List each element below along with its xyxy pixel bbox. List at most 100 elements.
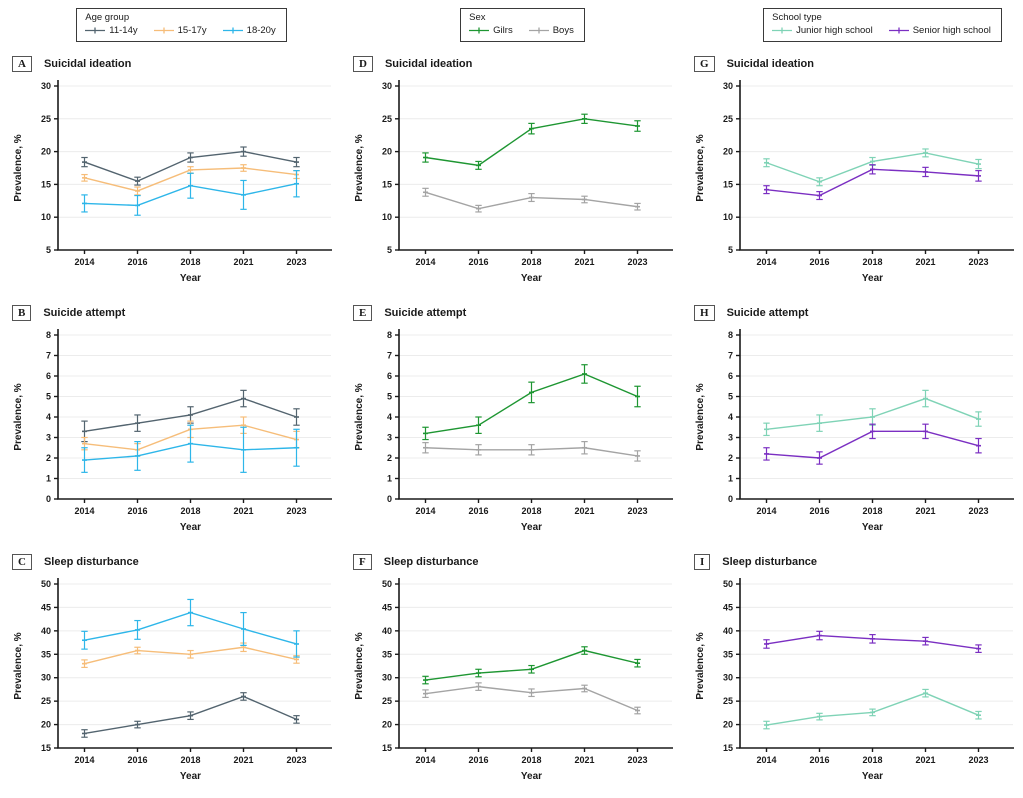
svg-text:30: 30 [723, 673, 733, 683]
x-axis-label: Year [521, 522, 542, 533]
legend-line-marker-icon [888, 27, 909, 34]
svg-text:10: 10 [723, 212, 733, 222]
svg-text:20: 20 [382, 147, 392, 157]
svg-text:2021: 2021 [574, 506, 594, 516]
legend-item-boys: Boys [528, 25, 574, 36]
svg-text:20: 20 [382, 720, 392, 730]
svg-text:35: 35 [41, 649, 51, 659]
svg-text:7: 7 [387, 351, 392, 361]
svg-text:30: 30 [382, 81, 392, 91]
panel-title: Suicidal ideation [384, 58, 473, 70]
svg-text:8: 8 [46, 330, 51, 340]
svg-text:0: 0 [387, 494, 392, 504]
svg-text:2018: 2018 [862, 755, 882, 765]
panel-E: E Suicide attempt 0 1 2 3 4 5 6 7 8 2014 2016 2018 202… [341, 299, 682, 548]
panel-H: H Suicide attempt 0 1 2 3 4 5 6 7 8 2014 2016 2018 202… [682, 299, 1023, 548]
svg-text:2021: 2021 [915, 506, 935, 516]
panel-E-chart: 0 1 2 3 4 5 6 7 8 2014 2016 2018 2021 2023 Year Prevale… [354, 329, 673, 533]
legend-item-label: Junior high school [796, 25, 873, 36]
svg-text:2023: 2023 [286, 506, 306, 516]
panel-A: A Suicidal ideation 5 10 15 20 25 30 2014 2016 201… [0, 50, 341, 299]
y-axis-label: Prevalence, % [354, 632, 365, 699]
panel-D-chart: 5 10 15 20 25 30 2014 2016 2018 2021 2023 Year Preva… [354, 80, 673, 284]
x-axis-label: Year [180, 273, 201, 284]
legend-item-label: Boys [552, 25, 574, 36]
svg-text:2021: 2021 [574, 257, 594, 267]
panel-title: Suicide attempt [384, 307, 467, 319]
legend-line-marker-icon [528, 27, 549, 34]
legend-cell-3: School type Junior high school Senior high… [682, 8, 1023, 42]
panel-G: G Suicidal ideation 5 10 15 20 25 30 2014 2016 201… [682, 50, 1023, 299]
y-axis-label: Prevalence, % [13, 632, 24, 699]
svg-text:1: 1 [46, 474, 51, 484]
svg-text:5: 5 [46, 245, 51, 255]
svg-text:20: 20 [723, 147, 733, 157]
svg-text:2: 2 [728, 453, 733, 463]
panel-B-chart: 0 1 2 3 4 5 6 7 8 2014 2016 2018 2021 2023 Year Prevale… [13, 329, 332, 533]
svg-text:2016: 2016 [468, 257, 488, 267]
panel-F: F Sleep disturbance 15 20 25 30 35 40 45 50 2014 20… [341, 548, 682, 797]
svg-text:1: 1 [387, 474, 392, 484]
panel-D: D Suicidal ideation 5 10 15 20 25 30 2014 2016 201… [341, 50, 682, 299]
legend-title: School type [772, 12, 822, 23]
svg-text:2016: 2016 [127, 506, 147, 516]
panel-label: D [353, 56, 373, 72]
svg-text:4: 4 [387, 412, 392, 422]
svg-text:6: 6 [387, 371, 392, 381]
charts-grid: A Suicidal ideation 5 10 15 20 25 30 2014 2016 201… [0, 50, 1023, 797]
legend-line-marker-icon [85, 27, 106, 34]
panel-label: F [353, 554, 372, 570]
svg-text:2023: 2023 [627, 755, 647, 765]
panel-title: Suicidal ideation [726, 58, 814, 70]
svg-text:2023: 2023 [968, 755, 988, 765]
svg-text:2018: 2018 [862, 506, 882, 516]
y-axis-label: Prevalence, % [354, 134, 365, 201]
svg-text:2021: 2021 [233, 506, 253, 516]
panel-label: B [12, 305, 32, 321]
svg-text:20: 20 [41, 720, 51, 730]
svg-text:40: 40 [41, 626, 51, 636]
svg-text:2014: 2014 [74, 257, 94, 267]
legend-items: 11-14y 15-17y 18-20y [85, 25, 276, 36]
svg-text:2: 2 [387, 453, 392, 463]
svg-text:4: 4 [46, 412, 51, 422]
svg-text:2: 2 [46, 453, 51, 463]
legend-item-11-14y: 11-14y [85, 25, 138, 36]
legend-cell-2: Sex Gilrs Boys [341, 8, 682, 42]
panel-title: Sleep disturbance [383, 556, 479, 568]
panel-header-F: F Sleep disturbance [353, 552, 682, 572]
svg-text:7: 7 [46, 351, 51, 361]
svg-text:15: 15 [41, 179, 51, 189]
panel-header-H: H Suicide attempt [694, 303, 1023, 323]
y-axis-label: Prevalence, % [13, 134, 24, 201]
svg-text:50: 50 [382, 579, 392, 589]
legend-line-marker-icon [153, 27, 174, 34]
svg-text:2016: 2016 [468, 506, 488, 516]
svg-text:2021: 2021 [233, 257, 253, 267]
y-axis-label: Prevalence, % [695, 383, 706, 450]
svg-text:2023: 2023 [286, 755, 306, 765]
x-axis-label: Year [180, 522, 201, 533]
svg-text:25: 25 [382, 696, 392, 706]
svg-text:30: 30 [382, 673, 392, 683]
svg-text:7: 7 [728, 351, 733, 361]
x-axis-label: Year [862, 273, 883, 284]
y-axis-label: Prevalence, % [354, 383, 365, 450]
svg-text:3: 3 [387, 433, 392, 443]
svg-text:45: 45 [382, 602, 392, 612]
x-axis-label: Year [521, 771, 542, 782]
legend-title: Age group [85, 12, 130, 23]
svg-text:25: 25 [382, 114, 392, 124]
panel-I: I Sleep disturbance 15 20 25 30 35 40 45 50 2014 20… [682, 548, 1023, 797]
svg-text:2016: 2016 [468, 755, 488, 765]
svg-text:35: 35 [723, 649, 733, 659]
legend-item-label: Gilrs [493, 25, 513, 36]
svg-text:2014: 2014 [756, 257, 776, 267]
svg-text:45: 45 [41, 602, 51, 612]
svg-text:0: 0 [728, 494, 733, 504]
svg-text:2016: 2016 [127, 257, 147, 267]
panel-F-chart: 15 20 25 30 35 40 45 50 2014 2016 2018 2021 2023 Year… [354, 578, 673, 782]
panel-header-C: C Sleep disturbance [12, 552, 341, 572]
svg-text:2021: 2021 [915, 257, 935, 267]
